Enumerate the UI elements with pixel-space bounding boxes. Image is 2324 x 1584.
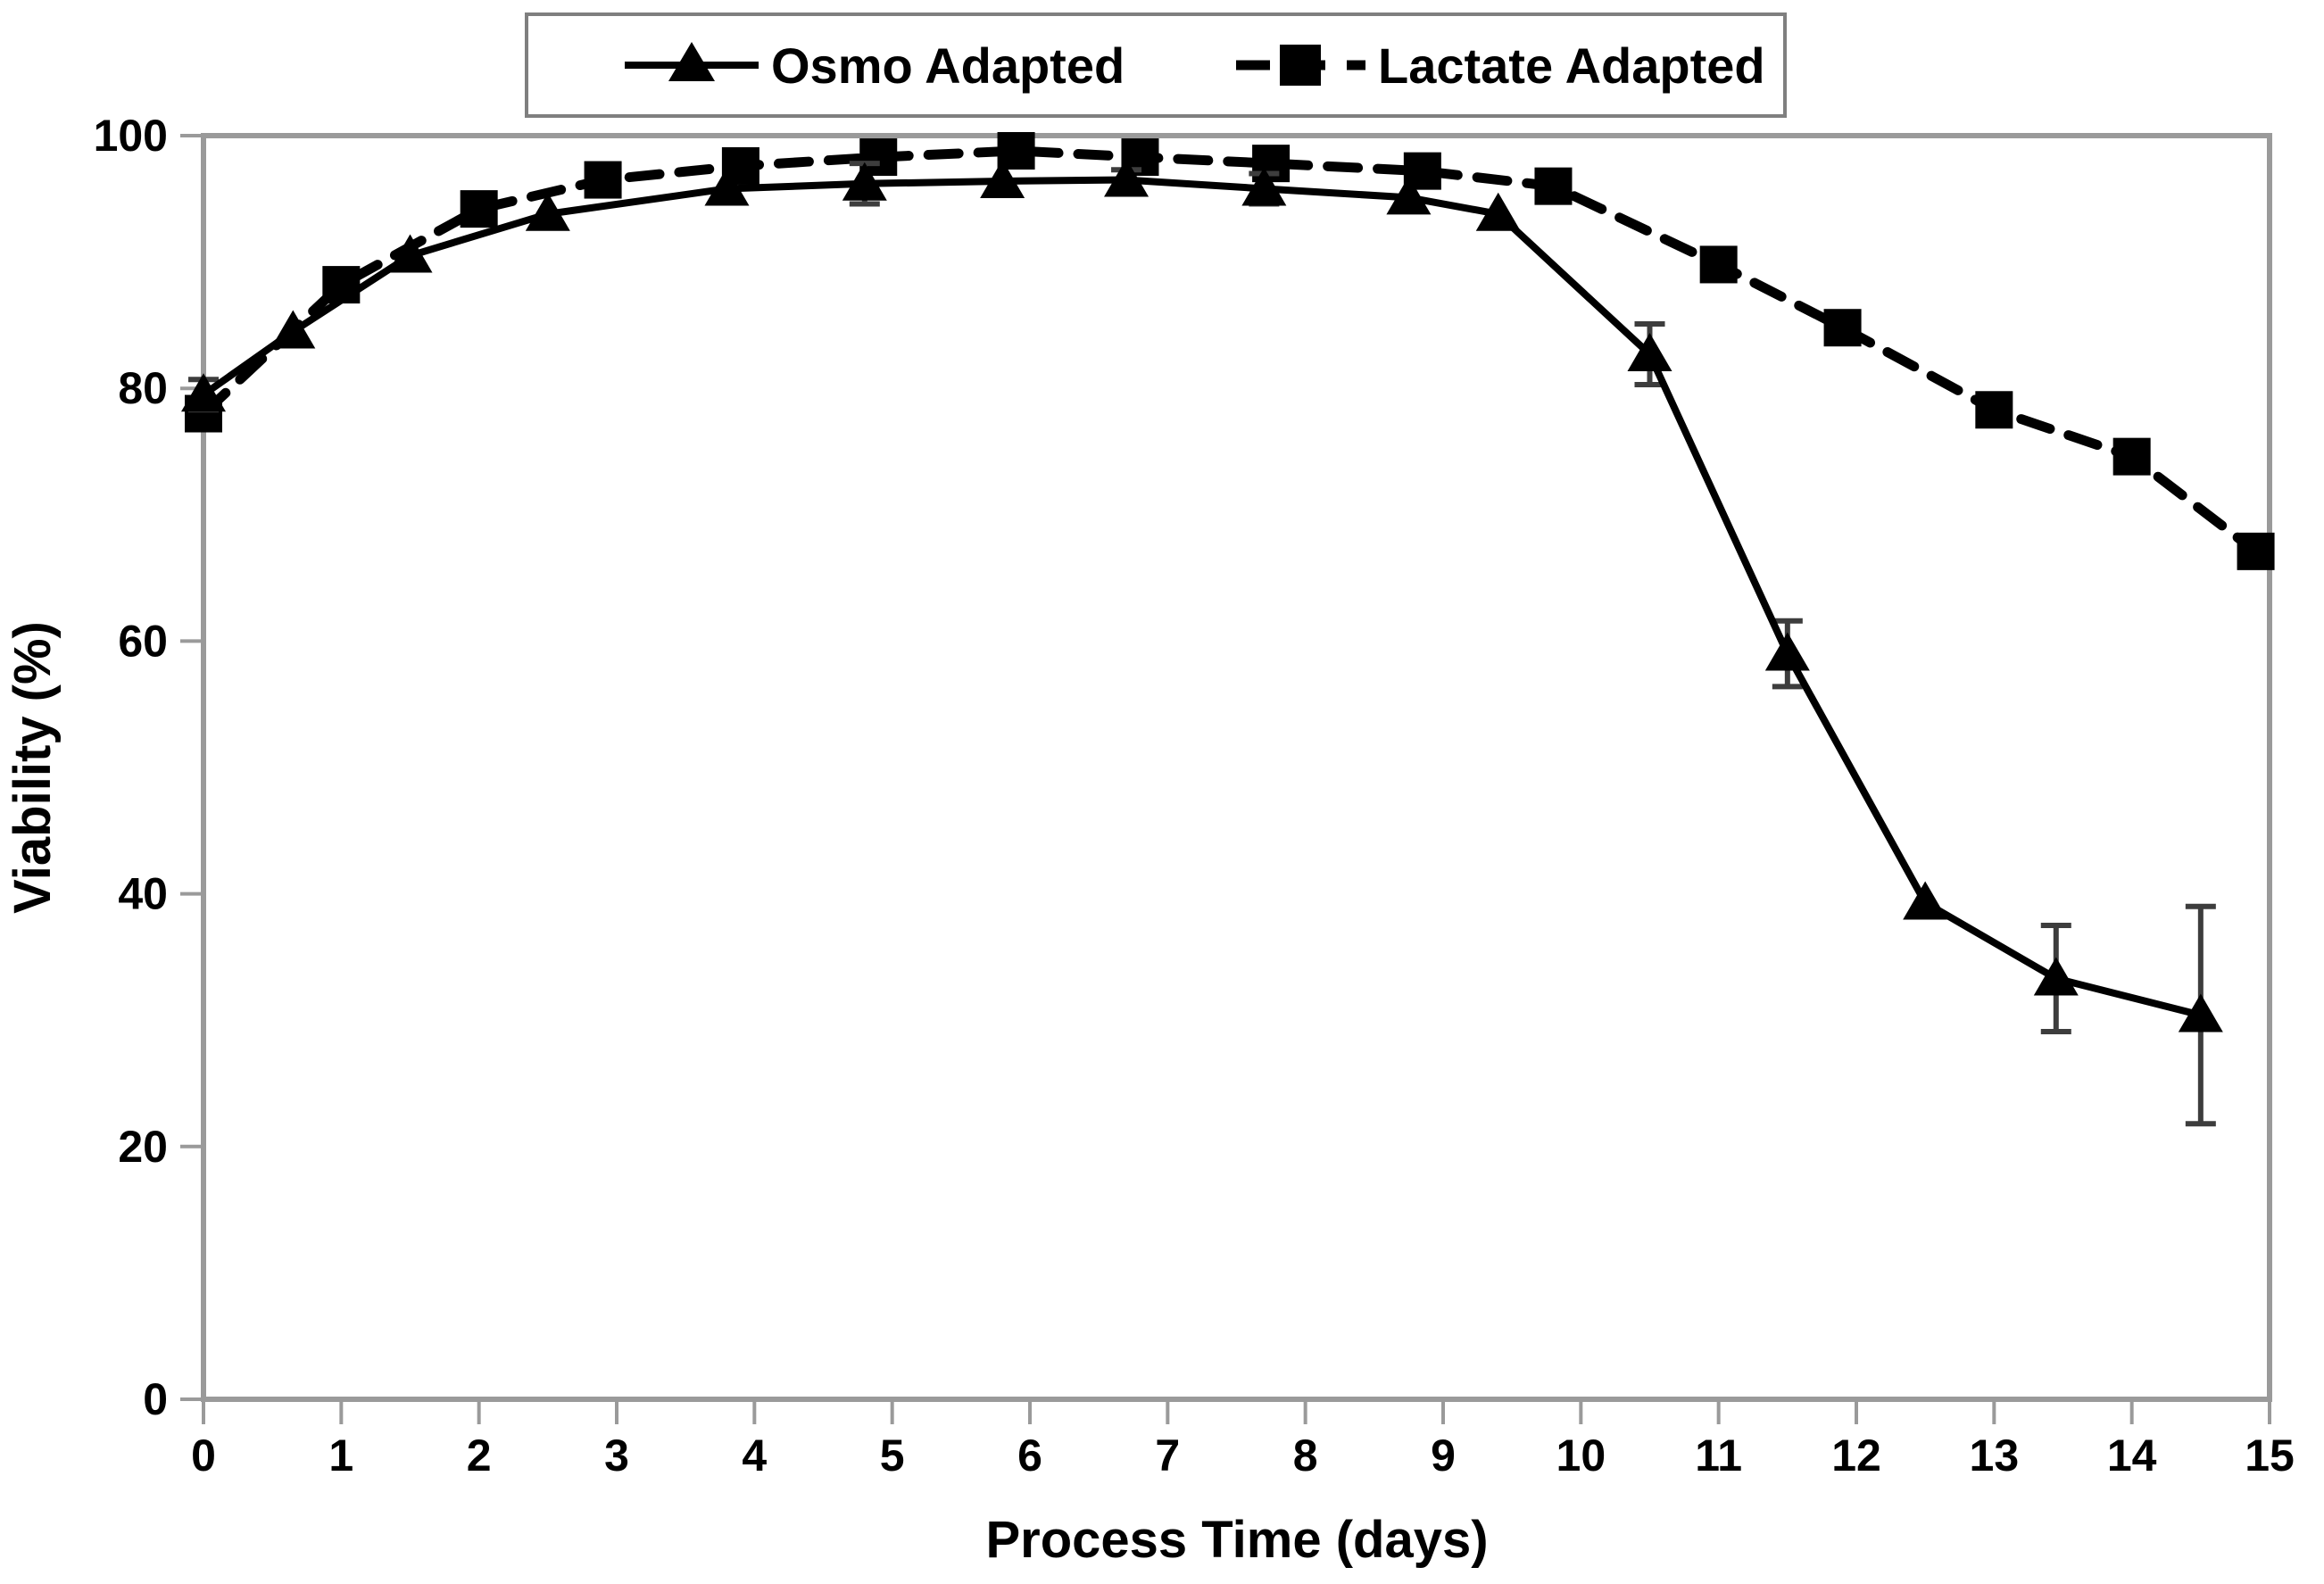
plot-frame: [201, 133, 2272, 1402]
data-series: [181, 131, 2275, 1127]
triangle-marker: [1241, 167, 1287, 206]
y-tick-label: 100: [94, 111, 168, 161]
x-tick-label: 8: [1293, 1431, 1318, 1480]
y-tick-label: 0: [143, 1374, 168, 1424]
y-tick-label: 80: [118, 363, 168, 413]
triangle-marker: [2178, 993, 2223, 1033]
x-tick-label: 2: [467, 1431, 492, 1480]
x-tick-label: 9: [1431, 1431, 1456, 1480]
triangle-marker: [1903, 881, 1948, 920]
legend-label-lactate: Lactate Adapted: [1378, 37, 1765, 94]
square-marker: [1699, 245, 1738, 284]
square-marker: [1823, 309, 1862, 347]
triangle-marker-icon: [668, 42, 715, 81]
legend-entry-lactate: Lactate Adapted: [1236, 37, 1765, 94]
square-marker: [2112, 437, 2151, 476]
triangle-marker: [2033, 957, 2079, 996]
legend: Osmo Adapted Lactate Adapted: [525, 12, 1787, 118]
x-tick-label: 10: [1556, 1431, 1606, 1480]
x-tick-label: 15: [2245, 1431, 2295, 1480]
x-tick-label: 0: [191, 1431, 216, 1480]
triangle-marker: [270, 310, 316, 349]
legend-label-osmo: Osmo Adapted: [771, 37, 1125, 94]
triangle-marker: [980, 159, 1025, 198]
square-marker: [1252, 145, 1291, 183]
triangle-marker: [1475, 192, 1521, 231]
triangle-marker: [1627, 332, 1672, 371]
x-tick-label: 7: [1155, 1431, 1180, 1480]
dashed-line: [198, 145, 2262, 557]
triangle-marker: [181, 373, 226, 412]
square-marker: [2237, 532, 2275, 570]
solid-line: [200, 176, 2204, 1019]
triangle-marker: [525, 192, 570, 231]
y-tick-label: 40: [118, 869, 168, 919]
x-tick-label: 1: [328, 1431, 353, 1480]
series-lactate-adapted: [185, 131, 2275, 570]
triangle-marker: [1386, 176, 1432, 215]
x-tick-label: 4: [742, 1431, 767, 1480]
triangle-marker: [704, 167, 750, 206]
y-axis-title: Viability (%): [4, 621, 62, 914]
triangle-marker: [1104, 158, 1150, 197]
triangle-marker: [842, 162, 887, 201]
x-tick-label: 14: [2107, 1431, 2157, 1480]
square-marker-icon: [1280, 45, 1321, 86]
triangle-marker: [387, 234, 433, 273]
x-tick-label: 12: [1831, 1431, 1881, 1480]
x-axis-title: Process Time (days): [985, 1511, 1488, 1569]
square-marker: [1534, 167, 1573, 205]
x-tick-label: 5: [880, 1431, 905, 1480]
triangle-marker: [1764, 632, 1810, 671]
square-marker: [460, 190, 498, 228]
y-tick-label: 60: [118, 616, 168, 666]
y-tick-label: 20: [118, 1122, 168, 1172]
series-osmo-adapted: [181, 158, 2223, 1127]
x-tick-label: 11: [1695, 1431, 1742, 1480]
square-marker: [1975, 391, 2013, 429]
x-tick-label: 3: [604, 1431, 629, 1480]
square-marker: [584, 161, 622, 199]
x-tick-label: 6: [1017, 1431, 1042, 1480]
x-tick-label: 13: [1970, 1431, 2020, 1480]
legend-entry-osmo: Osmo Adapted: [625, 37, 1125, 94]
